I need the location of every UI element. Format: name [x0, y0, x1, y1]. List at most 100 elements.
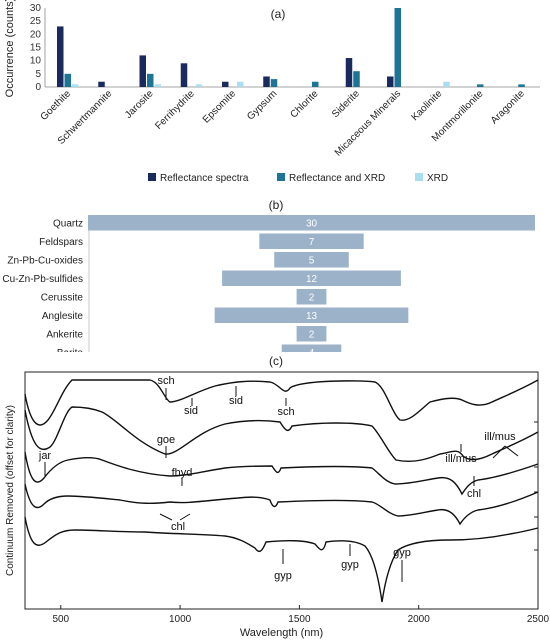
- spectrum-line-2: [24, 406, 539, 463]
- category-label: Anglesite: [42, 311, 84, 322]
- bar: [72, 84, 79, 87]
- x-tick-label: 500: [52, 614, 69, 625]
- spectral-feature-label: gyp: [393, 547, 411, 559]
- spectral-feature-label: sch: [157, 375, 174, 387]
- panel-a-label: (a): [271, 7, 286, 21]
- y-axis-label: Occurrence (counts): [4, 0, 16, 97]
- data-label: 13: [306, 311, 318, 322]
- bar: [98, 81, 105, 87]
- bar: [154, 84, 161, 87]
- x-tick-label: Ferrihydrite: [153, 88, 197, 132]
- spectral-feature-label: chl: [171, 521, 185, 533]
- category-label: Barite: [57, 348, 84, 352]
- bar: [195, 84, 203, 87]
- annotation-leader: [492, 445, 506, 459]
- bar: [281, 344, 342, 352]
- panel-a-chart: (a) 0 5 10 15 20 25 30 Occurrence (counts) Goethi…: [4, 0, 540, 184]
- plot-frame: [24, 371, 539, 610]
- bar: [274, 252, 349, 268]
- spectral-feature-label: ill/mus: [484, 431, 516, 443]
- bar: [296, 326, 327, 342]
- category-label: Cu-Zn-Pb-sulfides: [2, 274, 83, 285]
- x-tick-label: Kaolinite: [409, 88, 444, 123]
- bar: [237, 81, 244, 87]
- data-label: 4: [309, 348, 315, 352]
- spectral-feature-label: sch: [277, 406, 294, 418]
- bar: [139, 55, 146, 87]
- spectral-feature-label: fhyd: [172, 467, 193, 479]
- panel-b-chart: (b) 30 Quartz 7 Feldspars 5 Zn-Pb-Cu-oxides 12 C…: [2, 198, 535, 352]
- y-tick-label: 5: [35, 69, 41, 80]
- legend-swatch: [148, 173, 156, 181]
- bar: [477, 84, 484, 87]
- spectral-feature-label: goe: [157, 434, 175, 446]
- panel-c-label: (c): [269, 354, 283, 368]
- x-tick-label: Gypsum: [245, 88, 279, 122]
- x-tick-label: Aragonite: [489, 88, 527, 126]
- data-label: 30: [306, 218, 318, 229]
- x-tick-label: 2500: [527, 614, 550, 625]
- spectral-feature-label: sid: [229, 395, 243, 407]
- spectral-feature-label: chl: [467, 488, 481, 500]
- bar: [312, 81, 319, 87]
- bar: [57, 26, 64, 87]
- bar: [345, 58, 353, 87]
- bar: [88, 215, 535, 231]
- data-label: 5: [309, 255, 315, 266]
- annotation-leader: [179, 513, 191, 521]
- spectrum-line-5: [24, 516, 539, 603]
- x-axis-label: Wavelength (nm): [240, 627, 323, 639]
- spectrum-line-3: [24, 451, 539, 496]
- x-tick-label: 1500: [288, 614, 311, 625]
- spectral-feature-label: ill/mus: [445, 453, 477, 465]
- y-tick-label: 25: [30, 16, 42, 27]
- y-tick-label: 10: [30, 56, 42, 67]
- annotation-leader: [504, 445, 519, 457]
- spectrum-line-1: [24, 379, 539, 426]
- x-tick-label: Jarosite: [123, 88, 156, 121]
- bar: [180, 63, 188, 87]
- x-tick-label: Chlorite: [288, 88, 320, 120]
- spectral-feature-label: jar: [38, 450, 52, 462]
- category-label: Feldspars: [39, 237, 83, 248]
- bar: [296, 289, 327, 305]
- data-label: 12: [306, 274, 318, 285]
- spectral-feature-label: gyp: [274, 570, 292, 582]
- y-axis-label: Continuum Removed (offset for clarity): [5, 405, 16, 576]
- category-label: Zn-Pb-Cu-oxides: [7, 255, 83, 266]
- category-label: Ankerite: [46, 329, 83, 340]
- bar: [518, 84, 525, 87]
- category-label: Quartz: [53, 218, 83, 229]
- y-tick-label: 20: [30, 29, 42, 40]
- legend-label: Reflectance spectra: [160, 173, 249, 184]
- legend-label: Reflectance and XRD: [289, 173, 385, 184]
- x-tick-label: 1000: [169, 614, 192, 625]
- annotation-leader: [159, 513, 173, 521]
- y-tick-label: 0: [35, 82, 41, 93]
- bar: [394, 8, 401, 87]
- legend-swatch: [415, 173, 423, 181]
- bar: [263, 76, 270, 87]
- category-label: Cerussite: [41, 292, 84, 303]
- bar: [214, 307, 409, 323]
- x-tick-label: Epsomite: [201, 88, 239, 126]
- panel-b-label: (b): [269, 198, 284, 212]
- x-tick-label: Siderite: [330, 88, 362, 120]
- bar: [259, 233, 364, 249]
- bar: [64, 73, 71, 87]
- y-tick-label: 30: [30, 3, 42, 14]
- x-tick-label: 2000: [408, 614, 431, 625]
- bar: [147, 73, 154, 87]
- bar: [353, 71, 360, 87]
- data-label: 2: [309, 292, 315, 303]
- spectral-feature-label: gyp: [341, 559, 359, 571]
- bar: [270, 79, 278, 87]
- legend-label: XRD: [427, 173, 448, 184]
- legend-swatch: [277, 173, 285, 181]
- bar: [222, 270, 401, 286]
- bar: [443, 81, 450, 87]
- bar: [222, 81, 229, 87]
- spectrum-line-4: [24, 483, 539, 526]
- data-label: 7: [309, 237, 315, 248]
- x-tick-label: Goethite: [39, 88, 74, 123]
